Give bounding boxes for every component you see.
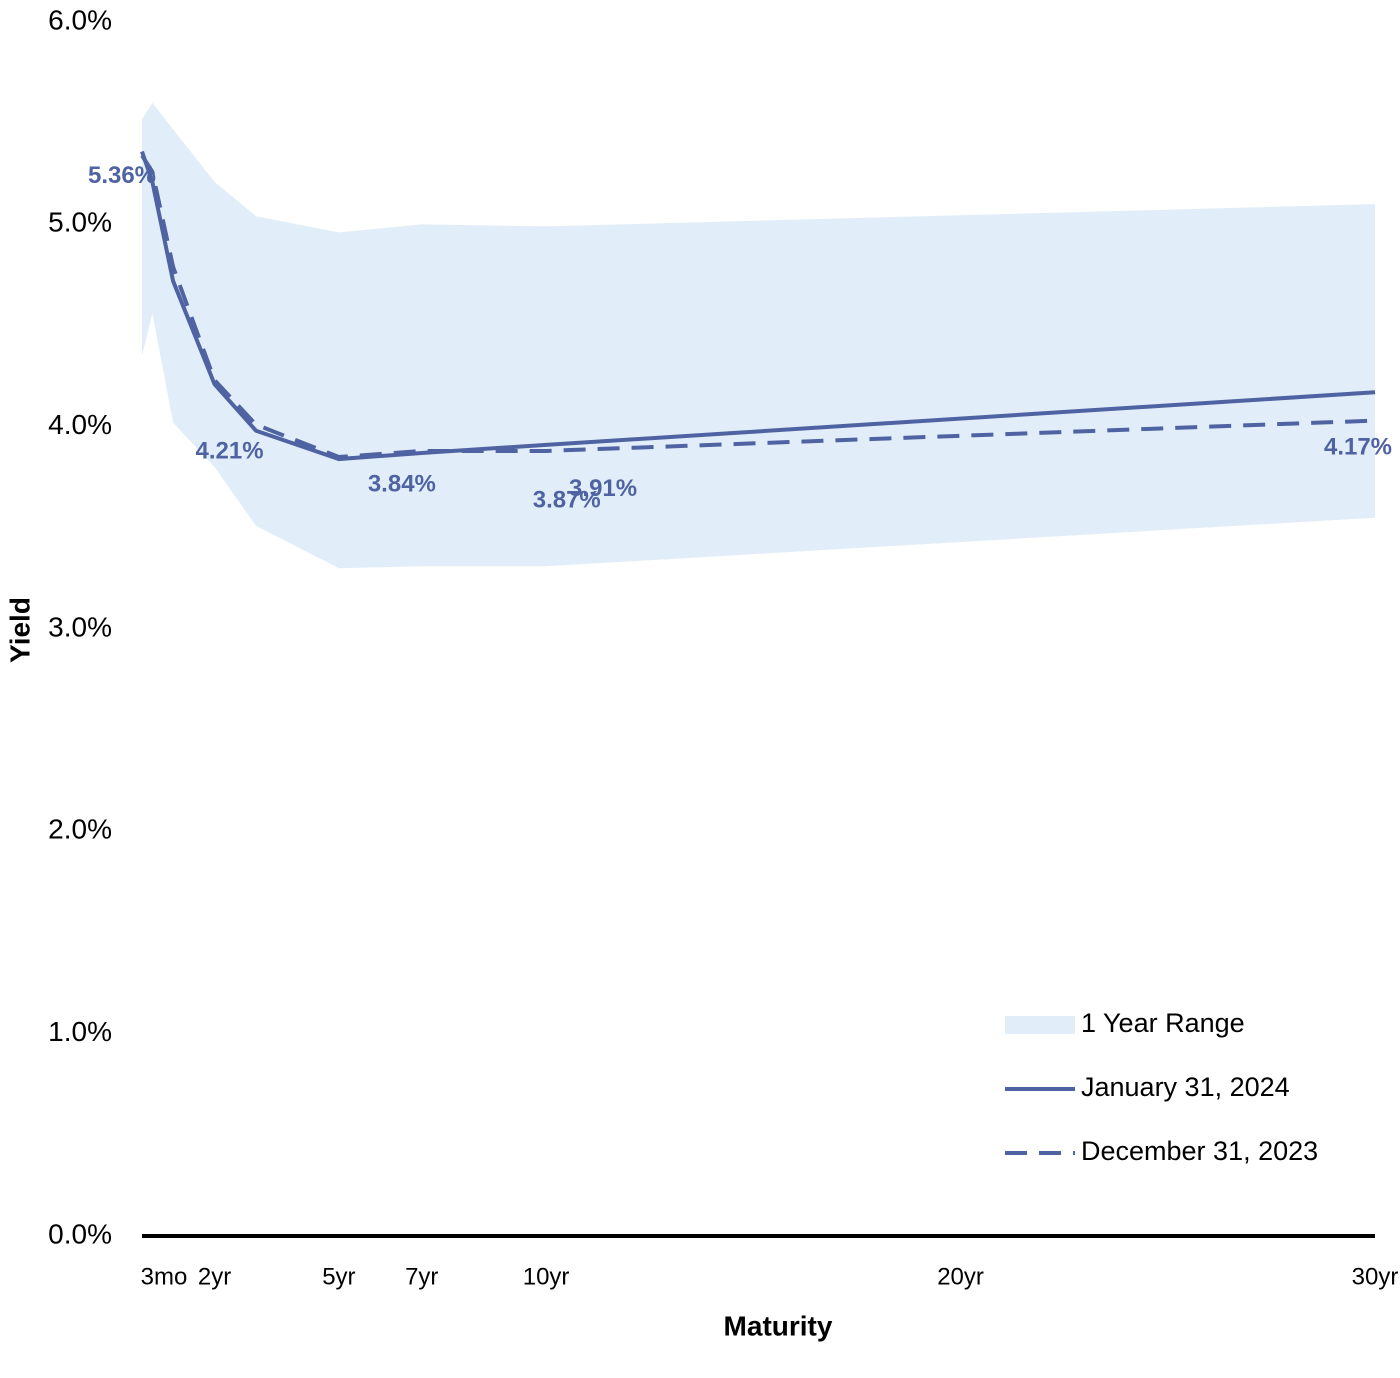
y-tick-label: 2.0%: [48, 814, 112, 845]
data-label: 3.91%: [569, 475, 637, 502]
data-label: 3.87%: [533, 486, 601, 513]
series-line: [140, 154, 1376, 460]
y-tick-label: 1.0%: [48, 1016, 112, 1047]
data-label: 4.21%: [195, 438, 263, 465]
x-tick-label: 2yr: [198, 1263, 231, 1290]
x-axis-title: Maturity: [724, 1310, 833, 1341]
y-tick-label: 0.0%: [48, 1218, 112, 1249]
data-label: 3.84%: [368, 470, 436, 497]
x-tick-label: 5yr: [322, 1263, 355, 1290]
x-tick-label: 7yr: [405, 1263, 438, 1290]
x-tick-label: 30yr: [1352, 1263, 1399, 1290]
y-tick-label: 5.0%: [48, 207, 112, 238]
legend-label: January 31, 2024: [1081, 1072, 1290, 1102]
legend-label: December 31, 2023: [1081, 1136, 1318, 1166]
x-tick-label: 3mo: [141, 1263, 188, 1290]
y-tick-label: 3.0%: [48, 611, 112, 642]
legend-swatch: [1005, 1016, 1075, 1034]
x-tick-label: 10yr: [523, 1263, 570, 1290]
range-band: [142, 102, 1375, 569]
series-line: [140, 150, 1376, 462]
y-tick-label: 4.0%: [48, 409, 112, 440]
x-tick-label: 20yr: [937, 1263, 984, 1290]
data-label: 4.17%: [1324, 434, 1392, 461]
data-label: 5.36%: [88, 162, 156, 189]
y-tick-label: 6.0%: [48, 4, 112, 35]
y-axis-title: Yield: [4, 597, 35, 663]
legend-label: 1 Year Range: [1081, 1008, 1245, 1038]
